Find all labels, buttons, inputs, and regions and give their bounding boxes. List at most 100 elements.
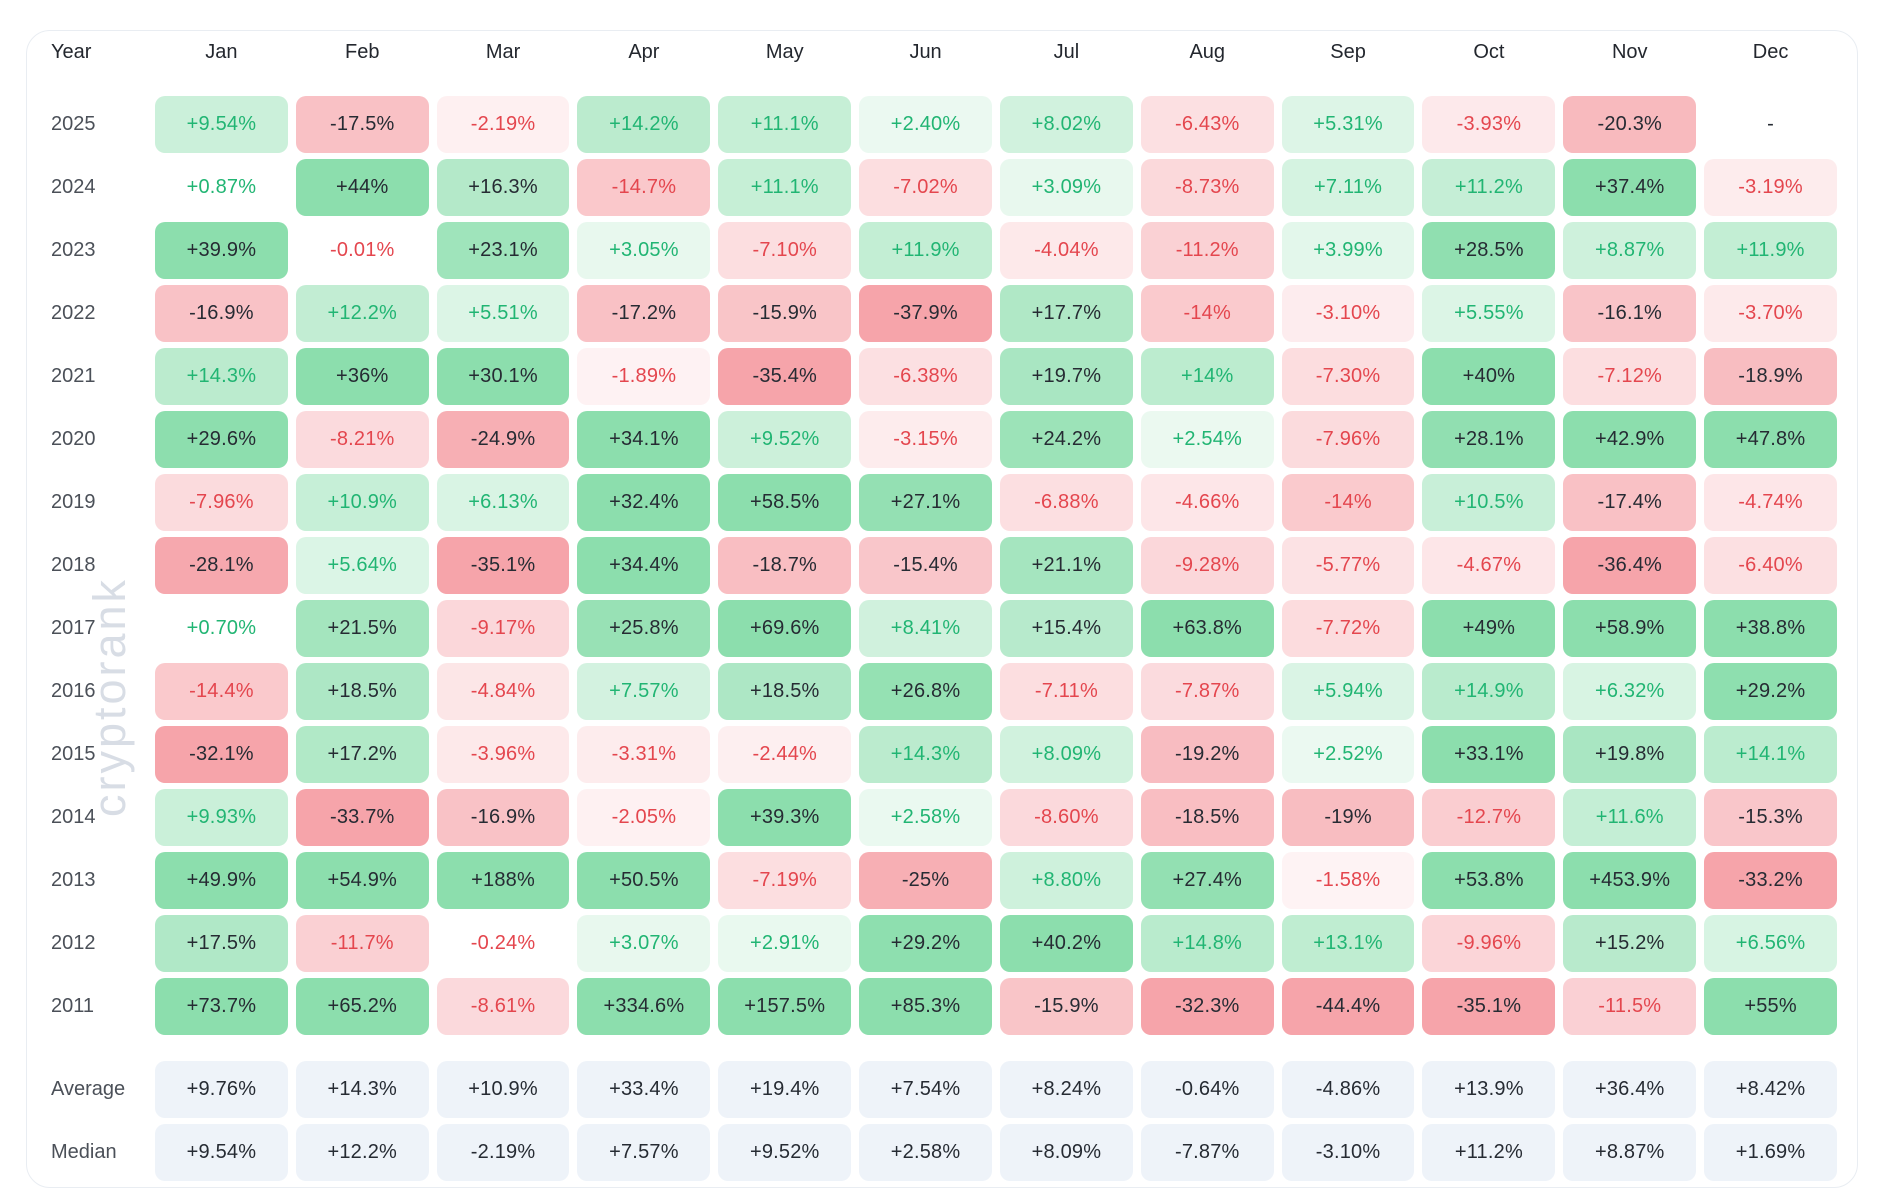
return-value: +18.5%	[718, 663, 852, 720]
return-value: -16.9%	[436, 789, 570, 846]
return-cell-sep: -44.4%	[1278, 975, 1419, 1038]
return-value: +39.9%	[155, 222, 288, 279]
return-value: +8.87%	[1563, 222, 1697, 279]
return-value: -3.96%	[436, 726, 570, 783]
return-cell-feb: +18.5%	[292, 660, 433, 723]
return-cell-jun: +8.41%	[855, 597, 996, 660]
return-cell-mar: -2.19%	[433, 93, 574, 156]
return-value: -19%	[1281, 789, 1415, 846]
return-cell-mar: -24.9%	[433, 408, 574, 471]
return-cell-apr: +334.6%	[573, 975, 714, 1038]
table-row: 2023 +39.9% -0.01% +23.1% +3.05% -7.10% +11.9%…	[43, 219, 1841, 282]
return-cell-jul: -4.04%	[996, 219, 1137, 282]
return-cell-sep: +3.99%	[1278, 219, 1419, 282]
return-value: -1.58%	[1281, 852, 1415, 909]
return-cell-dec: +29.2%	[1700, 660, 1841, 723]
return-value: +18.5%	[295, 663, 429, 720]
return-cell-nov: +15.2%	[1559, 912, 1700, 975]
return-cell-feb: +54.9%	[292, 849, 433, 912]
return-value: +9.54%	[155, 1124, 288, 1181]
return-cell-sep: +2.52%	[1278, 723, 1419, 786]
return-value: +16.3%	[436, 159, 570, 216]
return-cell-jun: +11.9%	[855, 219, 996, 282]
return-cell-oct: -12.7%	[1418, 786, 1559, 849]
return-cell-mar: -16.9%	[433, 786, 574, 849]
column-header-mar: Mar	[485, 40, 521, 63]
return-value: -2.05%	[577, 789, 711, 846]
return-cell-dec: +55%	[1700, 975, 1841, 1038]
return-cell-aug: +14%	[1137, 345, 1278, 408]
return-cell-apr: +33.4%	[573, 1058, 714, 1121]
return-value: -7.10%	[718, 222, 852, 279]
return-cell-dec: -4.74%	[1700, 471, 1841, 534]
return-value: +5.31%	[1281, 96, 1415, 153]
return-cell-jun: -25%	[855, 849, 996, 912]
year-label-2020: 2020	[51, 428, 96, 450]
return-cell-dec: +8.42%	[1700, 1058, 1841, 1121]
return-cell-oct: +13.9%	[1418, 1058, 1559, 1121]
return-cell-jun: -37.9%	[855, 282, 996, 345]
return-cell-nov: +11.6%	[1559, 786, 1700, 849]
column-header-sep: Sep	[1330, 40, 1366, 63]
return-cell-jun: -6.38%	[855, 345, 996, 408]
return-value: -7.96%	[1281, 411, 1415, 468]
return-value: +11.2%	[1422, 159, 1556, 216]
column-header-dec: Dec	[1752, 40, 1789, 63]
return-cell-jul: +19.7%	[996, 345, 1137, 408]
return-cell-jun: -3.15%	[855, 408, 996, 471]
return-value: -3.10%	[1281, 285, 1415, 342]
return-value: +12.2%	[295, 1124, 429, 1181]
return-cell-feb: +36%	[292, 345, 433, 408]
return-cell-feb: -17.5%	[292, 93, 433, 156]
return-cell-dec: -3.19%	[1700, 156, 1841, 219]
year-label-2022: 2022	[51, 302, 96, 324]
return-cell-aug: +14.8%	[1137, 912, 1278, 975]
return-cell-mar: +23.1%	[433, 219, 574, 282]
return-value: +24.2%	[999, 411, 1133, 468]
return-cell-mar: -2.19%	[433, 1121, 574, 1184]
return-cell-jul: +3.09%	[996, 156, 1137, 219]
return-cell-mar: -0.24%	[433, 912, 574, 975]
return-value: -15.3%	[1704, 789, 1837, 846]
return-value: -7.96%	[155, 474, 288, 531]
return-cell-apr: +3.05%	[573, 219, 714, 282]
return-value: -4.04%	[999, 222, 1133, 279]
return-cell-jan: +0.87%	[151, 156, 292, 219]
return-cell-sep: -14%	[1278, 471, 1419, 534]
return-cell-may: +39.3%	[714, 786, 855, 849]
return-cell-oct: -4.67%	[1418, 534, 1559, 597]
return-value: +8.09%	[999, 726, 1133, 783]
return-cell-feb: +44%	[292, 156, 433, 219]
column-header-oct: Oct	[1473, 40, 1505, 63]
return-cell-oct: +33.1%	[1418, 723, 1559, 786]
return-value: +15.2%	[1563, 915, 1697, 972]
return-cell-oct: +10.5%	[1418, 471, 1559, 534]
return-cell-nov: +19.8%	[1559, 723, 1700, 786]
return-value: +2.58%	[859, 789, 992, 846]
return-value: +14.2%	[577, 96, 711, 153]
return-value: +15.4%	[999, 600, 1133, 657]
return-cell-apr: -3.31%	[573, 723, 714, 786]
return-value: +17.5%	[155, 915, 288, 972]
return-value: -15.9%	[999, 978, 1133, 1035]
return-cell-sep: -4.86%	[1278, 1058, 1419, 1121]
return-value: -0.24%	[470, 932, 536, 954]
table-row: Median +9.54% +12.2% -2.19% +7.57% +9.52% +2.5…	[43, 1121, 1841, 1184]
return-value: -	[1767, 113, 1774, 135]
return-cell-dec: +47.8%	[1700, 408, 1841, 471]
return-cell-apr: +34.1%	[573, 408, 714, 471]
table-row: 2013 +49.9% +54.9% +188% +50.5% -7.19% -25% +8.…	[43, 849, 1841, 912]
return-value: +63.8%	[1140, 600, 1274, 657]
year-label-2011: 2011	[51, 995, 95, 1017]
return-value: +69.6%	[718, 600, 852, 657]
return-cell-sep: -3.10%	[1278, 1121, 1419, 1184]
return-value: +11.6%	[1563, 789, 1697, 846]
return-value: +9.52%	[718, 1124, 852, 1181]
return-cell-jul: -15.9%	[996, 975, 1137, 1038]
return-cell-jun: +2.40%	[855, 93, 996, 156]
return-cell-apr: -1.89%	[573, 345, 714, 408]
return-cell-jul: +8.09%	[996, 723, 1137, 786]
table-header-row: Year Jan Feb Mar Apr May Jun Jul Aug Sep Oct Nov Dec	[43, 31, 1841, 73]
return-cell-apr: +7.57%	[573, 660, 714, 723]
return-value: -32.3%	[1140, 978, 1274, 1035]
